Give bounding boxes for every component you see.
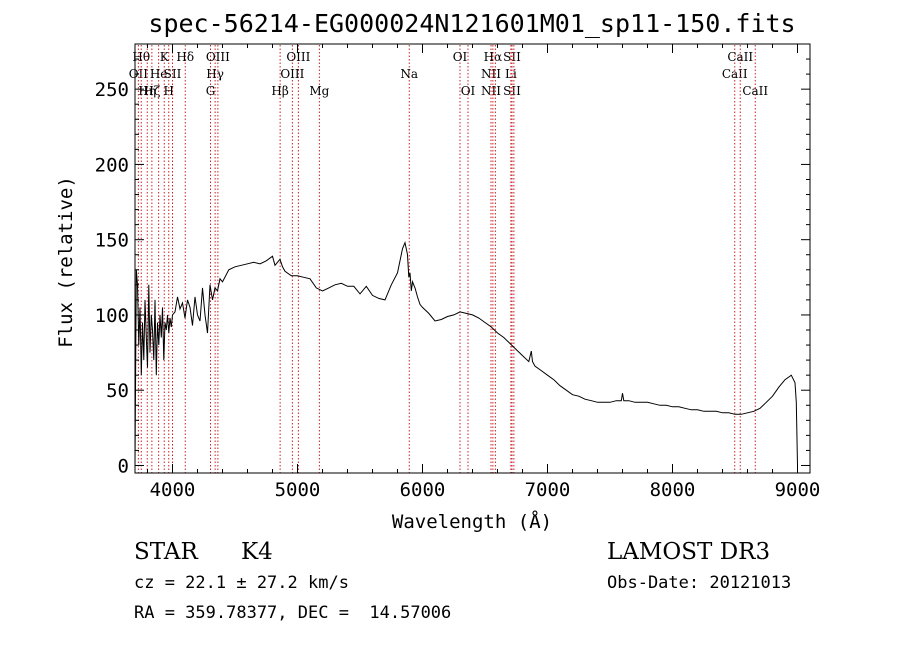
spectral-line-label: K (160, 50, 170, 64)
spectral-line-label: G (206, 84, 216, 98)
spectral-line-label: CaII (722, 67, 748, 81)
y-tick-label: 0 (118, 455, 129, 477)
spectral-line-label: OIII (206, 50, 230, 64)
y-tick-label: 200 (95, 154, 129, 176)
spectral-line-label: OIII (286, 50, 310, 64)
spectral-line-label: NII (481, 67, 501, 81)
spectral-subclass: K4 (241, 539, 273, 565)
spectral-line-label: SII (164, 67, 182, 81)
spectral-line-label: H (164, 84, 174, 98)
spectral-line-label: Mg (309, 84, 329, 98)
spectral-line-label: Hα (484, 50, 503, 64)
spectral-line-label: Hζ (143, 84, 160, 98)
obs-date: Obs-Date: 20121013 (607, 573, 792, 593)
redshift-info: cz = 22.1 ± 27.2 km/s (134, 573, 349, 593)
spectral-line-label: OI (453, 50, 468, 64)
spectral-line-label: SII (503, 84, 521, 98)
y-tick-label: 100 (95, 305, 129, 327)
x-tick-label: 8000 (650, 479, 696, 501)
coordinates: RA = 359.78377, DEC = 14.57006 (134, 603, 452, 623)
y-tick-label: 250 (95, 79, 129, 101)
y-tick-label: 50 (106, 380, 129, 402)
spectral-line-label: OIII (280, 67, 304, 81)
x-axis-label: Wavelength (Å) (392, 510, 552, 533)
spectral-line-label: Li (505, 67, 517, 81)
spectral-line-label: CaII (742, 84, 768, 98)
x-tick-label: 7000 (525, 479, 571, 501)
spectral-line-label: Hθ (132, 50, 150, 64)
plot-frame (134, 43, 811, 474)
spectral-line-label: NII (481, 84, 501, 98)
spectral-line-label: SII (503, 50, 521, 64)
spectral-line-label: OI (461, 84, 476, 98)
x-tick-label: 4000 (150, 479, 196, 501)
x-tick-label: 9000 (775, 479, 821, 501)
spectral-line-label: He (150, 67, 168, 81)
spectrum-line (134, 241, 798, 466)
spectral-line-label: Hδ (176, 50, 194, 64)
spectral-line-label: Hγ (206, 67, 224, 81)
y-axis-label: Flux (relative) (55, 176, 77, 348)
x-tick-label: 6000 (400, 479, 446, 501)
spectral-line-label: CaII (727, 50, 753, 64)
y-tick-label: 150 (95, 230, 129, 252)
spectral-line-label: Na (400, 67, 418, 81)
object-class: STAR (134, 539, 198, 565)
survey-name: LAMOST DR3 (607, 539, 771, 565)
chart-title: spec-56214-EG000024N121601M01_sp11-150.f… (148, 9, 795, 38)
spectral-line-label: Hβ (271, 84, 288, 98)
x-tick-label: 5000 (275, 479, 321, 501)
